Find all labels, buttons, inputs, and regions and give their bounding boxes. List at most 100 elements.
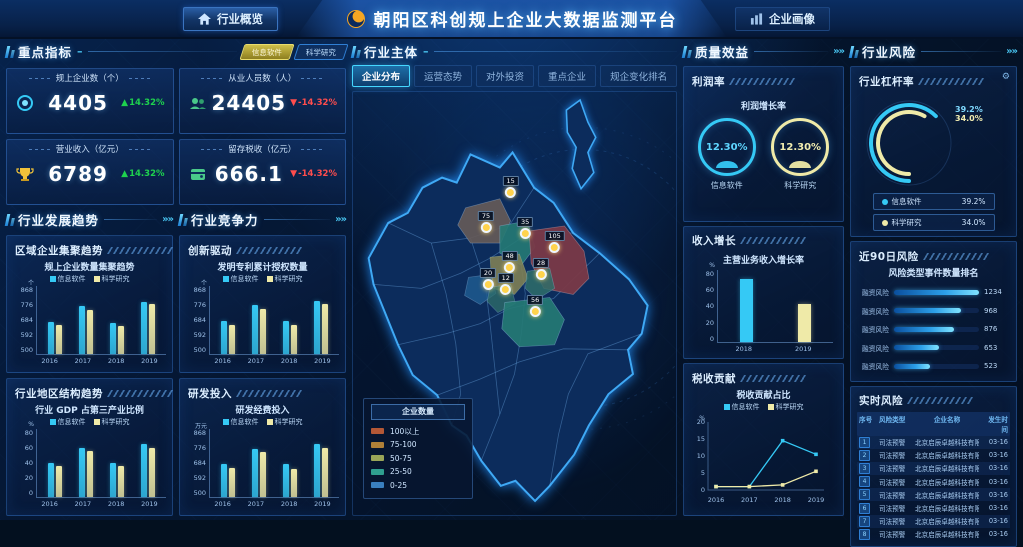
kpi-filter-inactive[interactable]: 科学研究 [293, 44, 348, 60]
tax-subtitle: 税收贡献 [692, 371, 736, 386]
main-section-header: 行业主体 – [352, 41, 677, 62]
gear-icon[interactable]: ⚙ [1002, 72, 1010, 82]
occur-time-cell: 03-16 [982, 517, 1008, 525]
bar [314, 301, 320, 354]
marker-pin-icon [535, 269, 546, 280]
map-marker[interactable]: 48 [502, 251, 518, 273]
leverage-values: 39.2%34.0% [955, 105, 983, 123]
kpi-filter-label: 信息软件 [252, 46, 282, 57]
table-row[interactable]: 1司法预警北京启辰卓越科技有限公司03-16 [857, 436, 1010, 449]
section-bars-icon [850, 46, 857, 58]
map-marker[interactable]: 12 [498, 273, 514, 295]
map-marker[interactable]: 28 [533, 258, 549, 280]
kpi-card-title: 从业人员数（人） [186, 72, 340, 84]
legend-dot-icon [882, 220, 888, 226]
tax-legend: 信息软件科学研究 [690, 402, 837, 412]
map-marker[interactable]: 105 [544, 231, 564, 253]
risk-bar-label: 融资风险 [857, 343, 889, 353]
profit-gauge: 12.30%科学研究 [771, 118, 829, 191]
income-subtitle: 收入增长 [692, 233, 736, 248]
table-row[interactable]: 4司法预警北京启辰卓越科技有限公司03-16 [857, 475, 1010, 488]
tab-重点企业[interactable]: 重点企业 [538, 65, 596, 87]
kpi-delta-value: -14.32% [298, 169, 337, 179]
legend-swatch [50, 419, 56, 425]
table-row[interactable]: 7司法预警北京启辰卓越科技有限公司03-16 [857, 515, 1010, 528]
table-row[interactable]: 6司法预警北京启辰卓越科技有限公司03-16 [857, 501, 1010, 514]
map-legend-swatch [371, 455, 384, 461]
marker-pin-icon [505, 187, 516, 198]
bar [56, 466, 62, 497]
table-row[interactable]: 5司法预警北京启辰卓越科技有限公司03-16 [857, 488, 1010, 501]
tab-对外投资[interactable]: 对外投资 [476, 65, 534, 87]
map-marker[interactable]: 75 [478, 211, 494, 233]
y-axis-unit: 个 [201, 278, 207, 287]
risk-bar-track [894, 290, 979, 295]
marker-pin-icon [549, 242, 560, 253]
bar-group [221, 429, 235, 497]
bar [48, 463, 54, 497]
tab-规企变化排名[interactable]: 规企变化排名 [600, 65, 677, 87]
nav-enterprise-portrait[interactable]: 企业画像 [735, 7, 830, 31]
x-tick-label: 2018 [735, 345, 752, 353]
expand-arrows-icon[interactable]: »» [162, 214, 173, 225]
profit-subtitle: 利润率 [692, 74, 725, 89]
table-col-header: 企业名称 [915, 414, 979, 434]
kpi-filter-active[interactable]: 信息软件 [239, 44, 294, 60]
expand-arrows-icon[interactable]: »» [833, 46, 844, 57]
y-tick-label: 40 [25, 459, 33, 467]
risk-type-cell: 司法预警 [879, 490, 912, 500]
plot-area [717, 270, 833, 343]
nav-industry-overview-label: 行业概览 [217, 11, 263, 27]
map-marker[interactable]: 56 [527, 295, 543, 317]
row-index-badge: 6 [859, 503, 870, 514]
x-tick-label: 2016 [41, 500, 58, 508]
bar [221, 321, 227, 354]
risk-type-cell: 司法预警 [879, 463, 912, 473]
legend-swatch [50, 276, 56, 282]
legend-swatch [94, 276, 100, 282]
bar [314, 444, 320, 497]
expand-arrows-icon[interactable]: »» [1006, 46, 1017, 57]
bar [110, 323, 116, 354]
table-row[interactable]: 8司法预警北京启辰卓越科技有限公司03-16 [857, 528, 1010, 541]
expand-arrows-icon[interactable]: »» [335, 214, 346, 225]
legend-item: 信息软件 [50, 274, 86, 284]
risk-bar-value: 876 [984, 325, 1010, 333]
arrow-down-icon: ▼ [290, 169, 297, 179]
nav-industry-overview[interactable]: 行业概览 [183, 7, 278, 31]
risk-bar-track [894, 327, 979, 332]
map-marker[interactable]: 20 [480, 268, 496, 290]
profit-gauge: 12.30%信息软件 [698, 118, 756, 191]
y-tick-label: 60 [706, 286, 714, 294]
risk-bar-value: 968 [984, 307, 1010, 315]
bar-group [314, 429, 328, 497]
plot-area [209, 286, 339, 355]
map-marker[interactable]: 35 [517, 217, 533, 239]
tab-运营态势[interactable]: 运营态势 [414, 65, 472, 87]
svg-text:5: 5 [701, 469, 705, 477]
kpi-card-delta: ▲14.32% [121, 98, 164, 108]
bar [221, 464, 227, 497]
leverage-legend-label: 科学研究 [892, 217, 956, 228]
table-row[interactable]: 3司法预警北京启辰卓越科技有限公司03-16 [857, 462, 1010, 475]
table-row[interactable]: 2司法预警北京启辰卓越科技有限公司03-16 [857, 449, 1010, 462]
tab-企业分布[interactable]: 企业分布 [352, 65, 410, 87]
bar [252, 305, 258, 354]
y-tick-label: 60 [25, 444, 33, 452]
y-tick-label: 592 [21, 331, 33, 339]
leverage-value: 39.2% [955, 105, 983, 114]
legend-swatch [94, 419, 100, 425]
map-marker[interactable]: 15 [502, 176, 518, 198]
map-legend-label: 25-50 [390, 467, 412, 476]
bar [229, 325, 235, 354]
enterprise-name-cell: 北京启辰卓越科技有限公司 [915, 450, 979, 460]
enterprise-name-cell: 北京启辰卓越科技有限公司 [915, 529, 979, 539]
y-axis-unit: % [28, 421, 34, 428]
legend-item: 信息软件 [724, 402, 760, 412]
bar [229, 468, 235, 497]
